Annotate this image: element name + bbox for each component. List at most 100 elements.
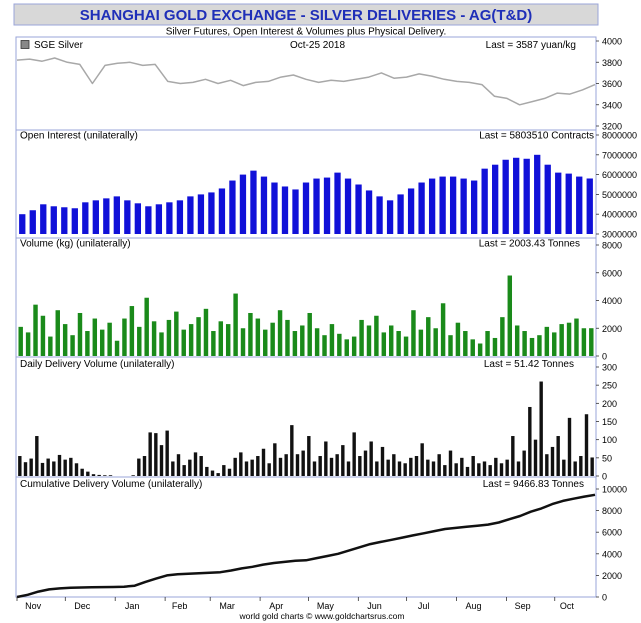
volume-bar xyxy=(48,336,53,356)
delivery-bar xyxy=(193,452,198,476)
delivery-bar xyxy=(222,465,226,476)
y-tick-label: 4000 xyxy=(602,37,622,47)
delivery-bar xyxy=(346,461,351,476)
open-interest-bar xyxy=(250,170,257,234)
open-interest-bar xyxy=(418,182,425,234)
volume-bar xyxy=(477,343,483,356)
delivery-bar xyxy=(131,475,135,476)
delivery-bar xyxy=(233,457,237,476)
delivery-bar xyxy=(108,475,113,476)
open-interest-bar xyxy=(323,177,331,234)
open-interest-bar xyxy=(61,207,68,234)
volume-bar xyxy=(25,332,31,356)
open-interest-bar xyxy=(187,196,194,234)
volume-bar xyxy=(99,329,105,356)
delivery-bar xyxy=(199,456,203,476)
delivery-bar xyxy=(278,457,283,476)
volume-bar xyxy=(463,331,468,356)
y-tick-label: 100 xyxy=(602,435,617,445)
open-interest-bar xyxy=(586,178,593,234)
delivery-bar xyxy=(335,454,339,476)
volume-bar xyxy=(411,310,416,356)
x-tick-label: May xyxy=(317,601,335,611)
volume-bar xyxy=(129,306,135,356)
volume-bar xyxy=(329,324,335,356)
volume-bar xyxy=(374,315,379,356)
y-tick-label: 0 xyxy=(602,352,607,362)
delivery-bar xyxy=(528,406,532,476)
delivery-bar xyxy=(562,459,566,476)
volume-bar xyxy=(440,303,446,356)
open-interest-bar xyxy=(344,178,352,234)
open-interest-bar xyxy=(523,158,530,234)
open-interest-bar xyxy=(103,198,110,234)
open-interest-bar xyxy=(124,200,131,234)
delivery-bar xyxy=(165,430,169,476)
open-interest-bar xyxy=(29,210,36,234)
delivery-bar xyxy=(261,448,266,476)
volume-bar xyxy=(307,312,312,356)
volume-bar xyxy=(522,331,527,356)
y-tick-label: 3000000 xyxy=(602,230,637,240)
volume-bar xyxy=(159,332,164,356)
delivery-bar xyxy=(97,474,101,476)
delivery-bar xyxy=(273,443,277,476)
footer-credit: world gold charts © www.goldchartsrus.co… xyxy=(239,611,405,621)
delivery-bar xyxy=(210,470,215,476)
volume-bar xyxy=(270,322,275,356)
open-interest-bar xyxy=(208,192,215,234)
delivery-bar xyxy=(409,457,413,476)
delivery-bar xyxy=(329,457,334,476)
chart-subtitle: Silver Futures, Open Interest & Volumes … xyxy=(166,27,446,38)
price-line xyxy=(16,57,596,106)
volume-bar xyxy=(351,336,357,356)
delivery-bar xyxy=(301,450,305,476)
volume-bar xyxy=(300,325,305,356)
volume-bar xyxy=(55,310,60,356)
delivery-bar xyxy=(188,459,192,476)
delivery-bar xyxy=(358,456,362,476)
open-interest-bar xyxy=(260,176,268,234)
delivery-bar xyxy=(80,468,84,476)
volume-bar xyxy=(470,339,475,356)
volume-bar xyxy=(203,308,209,356)
volume-bar xyxy=(114,340,120,356)
volume-bar xyxy=(537,335,542,356)
y-tick-label: 2000 xyxy=(602,571,622,581)
delivery-bar xyxy=(392,454,396,476)
delivery-last: Last = 51.42 Tonnes xyxy=(484,359,574,370)
y-tick-label: 3600 xyxy=(602,79,622,89)
title-banner xyxy=(13,3,599,26)
open-interest-bar xyxy=(40,204,47,234)
delivery-bar xyxy=(539,381,543,476)
open-interest-bar xyxy=(355,184,362,234)
y-tick-label: 4000 xyxy=(602,549,622,559)
volume-bar xyxy=(314,328,320,356)
delivery-bar xyxy=(516,461,521,476)
delivery-bar xyxy=(584,414,589,476)
open-interest-bar xyxy=(145,206,152,234)
open-interest-bar xyxy=(460,178,467,234)
volume-bar xyxy=(248,312,253,356)
delivery-bar xyxy=(290,425,294,476)
open-interest-bar xyxy=(292,189,299,234)
volume-bar xyxy=(514,325,520,356)
delivery-bar xyxy=(103,475,107,476)
delivery-bar xyxy=(74,463,79,476)
y-tick-label: 10000 xyxy=(602,485,627,495)
delivery-bar xyxy=(550,446,555,476)
open-interest-bar xyxy=(271,182,278,234)
volume-bar xyxy=(174,311,179,356)
open-interest-bar xyxy=(502,159,509,234)
delivery-bar xyxy=(244,461,249,476)
volume-bar xyxy=(62,324,68,356)
volume-bar xyxy=(151,321,157,356)
open-interest-bar xyxy=(544,164,551,234)
volume-bar xyxy=(485,331,490,356)
delivery-bar xyxy=(471,456,475,476)
volume-bar xyxy=(33,304,38,356)
delivery-bar xyxy=(431,461,436,476)
x-tick-label: Jan xyxy=(125,601,140,611)
y-tick-label: 3200 xyxy=(602,122,622,132)
open-interest-bar xyxy=(386,200,394,234)
